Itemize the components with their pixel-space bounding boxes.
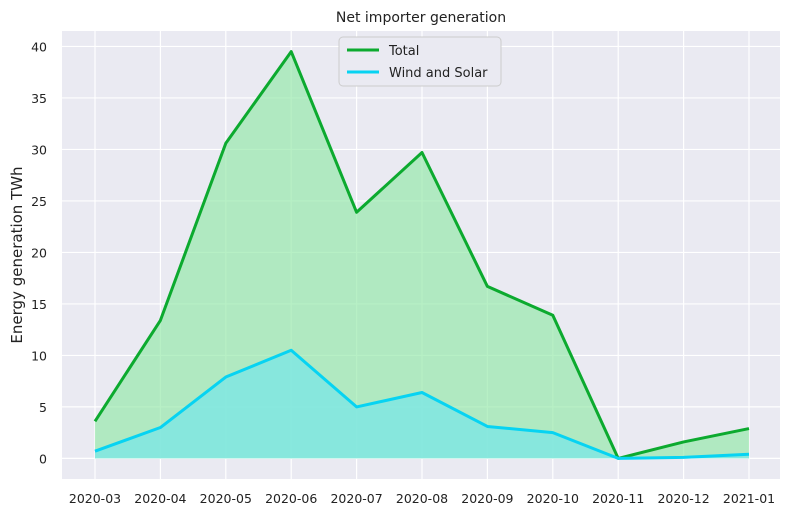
chart-title: Net importer generation: [336, 10, 506, 26]
x-tick-label: 2020-11: [592, 491, 644, 506]
y-tick-label: 20: [31, 245, 47, 260]
legend-label-wind-and-solar: Wind and Solar: [389, 66, 488, 81]
x-tick-label: 2020-07: [330, 491, 382, 506]
series-lines: [93, 50, 750, 460]
x-tick-label: 2020-10: [527, 491, 579, 506]
y-tick-label: 35: [31, 91, 47, 106]
y-tick-label: 25: [31, 194, 47, 209]
series-areas: [95, 51, 749, 459]
x-tick-label: 2020-03: [69, 491, 121, 506]
legend: Total Wind and Solar: [338, 36, 502, 87]
y-tick-labels: 0 5 10 15 20 25 30 35 40: [31, 39, 47, 466]
legend-label-total: Total: [388, 44, 419, 59]
x-tick-label: 2020-05: [200, 491, 252, 506]
x-tick-label: 2020-04: [134, 491, 186, 506]
y-tick-label: 30: [31, 142, 47, 157]
x-tick-labels: 2020-03 2020-04 2020-05 2020-06 2020-07 2020-…: [69, 491, 775, 506]
x-tick-label: 2020-08: [396, 491, 448, 506]
x-tick-label: 2020-12: [657, 491, 709, 506]
y-axis-label: Energy generation TWh: [8, 166, 26, 343]
y-tick-label: 40: [31, 39, 47, 54]
y-tick-label: 0: [39, 451, 47, 466]
x-tick-label: 2020-06: [265, 491, 317, 506]
x-tick-label: 2021-01: [723, 491, 775, 506]
area-total: [95, 51, 749, 459]
legend-frame: [338, 36, 502, 87]
area-wind-and-solar: [95, 350, 749, 459]
y-tick-label: 10: [31, 348, 47, 363]
y-tick-label: 15: [31, 297, 47, 312]
y-tick-label: 5: [39, 400, 47, 415]
x-tick-label: 2020-09: [461, 491, 513, 506]
